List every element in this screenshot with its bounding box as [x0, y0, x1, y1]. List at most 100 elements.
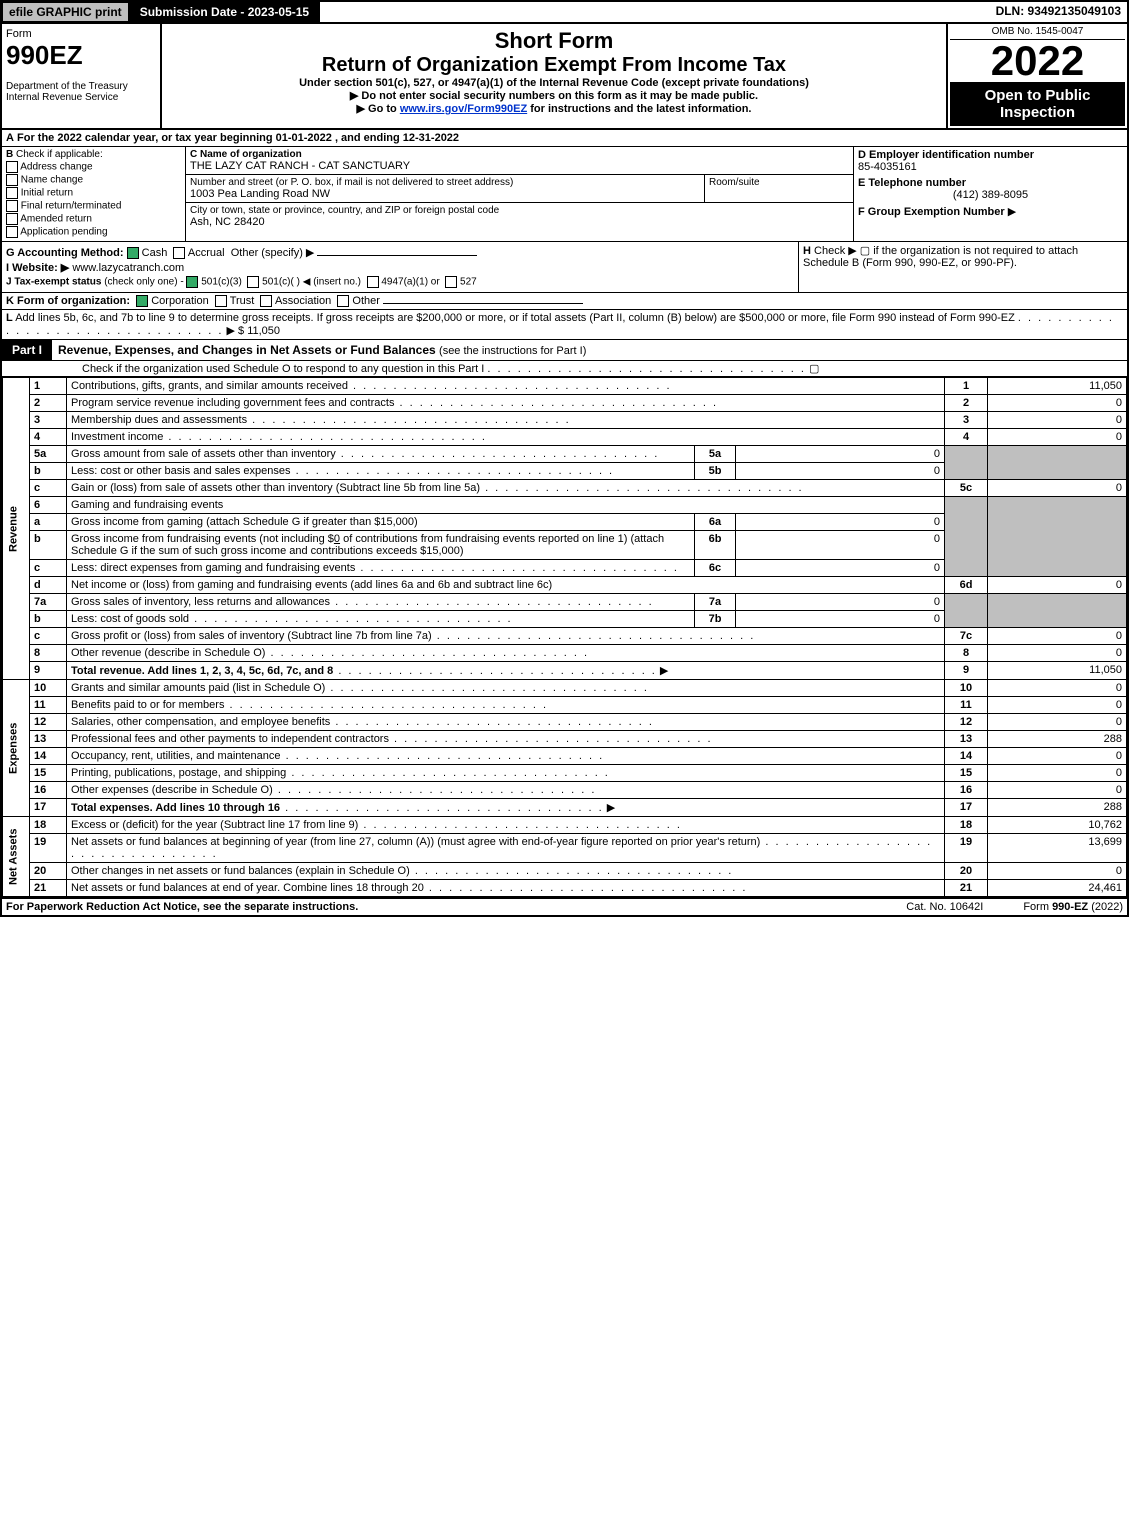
- line-4: 4Investment income 40: [3, 429, 1127, 446]
- j-501c: 501(c)( ): [262, 277, 300, 288]
- k-corp: Corporation: [151, 295, 208, 307]
- irs-link[interactable]: www.irs.gov/Form990EZ: [400, 103, 527, 115]
- line-14-val: 0: [988, 748, 1127, 765]
- efile-print-button[interactable]: efile GRAPHIC print: [2, 2, 129, 22]
- line-14-box: 14: [945, 748, 988, 765]
- chk-address-change[interactable]: Address change: [6, 161, 181, 173]
- sidelabel-revenue: Revenue: [3, 378, 30, 680]
- chk-cash[interactable]: [127, 247, 139, 259]
- instr-no-ssn: ▶ Do not enter social security numbers o…: [166, 89, 942, 102]
- part-i-sub: Check if the organization used Schedule …: [2, 361, 1127, 377]
- line-6d-box: 6d: [945, 577, 988, 594]
- line-11-box: 11: [945, 697, 988, 714]
- footer-right-post: (2022): [1088, 901, 1123, 913]
- line-8-val: 0: [988, 645, 1127, 662]
- line-21-box: 21: [945, 880, 988, 897]
- line-3-desc: Membership dues and assessments: [71, 414, 247, 426]
- k-other: Other: [352, 295, 380, 307]
- chk-527[interactable]: [445, 276, 457, 288]
- line-20-val: 0: [988, 863, 1127, 880]
- chk-initial-return-label: Initial return: [21, 188, 73, 199]
- line-19-val: 13,699: [988, 834, 1127, 863]
- line-6c-ibox: 6c: [695, 560, 736, 577]
- line-9-box: 9: [945, 662, 988, 680]
- f-label: F Group Exemption Number: [858, 206, 1005, 218]
- instr-goto-pre: ▶ Go to: [357, 103, 400, 115]
- d-block: D Employer identification number 85-4035…: [858, 149, 1123, 173]
- chk-501c[interactable]: [247, 276, 259, 288]
- title-short-form: Short Form: [166, 28, 942, 54]
- f-block: F Group Exemption Number ▶: [858, 205, 1123, 218]
- line-12: 12Salaries, other compensation, and empl…: [3, 714, 1127, 731]
- chk-trust[interactable]: [215, 295, 227, 307]
- line-14-desc: Occupancy, rent, utilities, and maintena…: [71, 750, 281, 762]
- line-7a-ibox: 7a: [695, 594, 736, 611]
- line-1-box: 1: [945, 378, 988, 395]
- chk-association[interactable]: [260, 295, 272, 307]
- chk-final-return-label: Final return/terminated: [21, 201, 122, 212]
- row-a-text: For the 2022 calendar year, or tax year …: [17, 132, 459, 144]
- line-6d: dNet income or (loss) from gaming and fu…: [3, 577, 1127, 594]
- chk-corporation[interactable]: [136, 295, 148, 307]
- line-1-val: 11,050: [988, 378, 1127, 395]
- c-org-name: THE LAZY CAT RANCH - CAT SANCTUARY: [190, 160, 849, 172]
- line-10: Expenses 10Grants and similar amounts pa…: [3, 680, 1127, 697]
- line-17-arrow: ▶: [607, 802, 615, 814]
- part-i-sub-box[interactable]: ▢: [809, 363, 819, 375]
- row-ghij: G Accounting Method: Cash Accrual Other …: [2, 242, 1127, 293]
- line-10-desc: Grants and similar amounts paid (list in…: [71, 682, 325, 694]
- h-block: H Check ▶ ▢ if the organization is not r…: [799, 242, 1127, 292]
- line-18-val: 10,762: [988, 817, 1127, 834]
- line-13: 13Professional fees and other payments t…: [3, 731, 1127, 748]
- line-17-val: 288: [988, 799, 1127, 817]
- line-20: 20Other changes in net assets or fund ba…: [3, 863, 1127, 880]
- line-6d-desc: Net income or (loss) from gaming and fun…: [71, 579, 552, 591]
- header-right: OMB No. 1545-0047 2022 Open to Public In…: [948, 24, 1127, 128]
- b-label: B: [6, 149, 13, 160]
- chk-amended-return[interactable]: Amended return: [6, 213, 181, 225]
- line-13-desc: Professional fees and other payments to …: [71, 733, 389, 745]
- row-l: L Add lines 5b, 6c, and 7b to line 9 to …: [2, 310, 1127, 340]
- line-20-box: 20: [945, 863, 988, 880]
- chk-accrual[interactable]: [173, 247, 185, 259]
- line-19-desc: Net assets or fund balances at beginning…: [71, 836, 760, 848]
- e-label: E Telephone number: [858, 177, 1123, 189]
- c-name-block: C Name of organization THE LAZY CAT RANC…: [186, 147, 853, 175]
- chk-other-org[interactable]: [337, 295, 349, 307]
- e-phone: (412) 389-8095: [858, 189, 1123, 201]
- line-3: 3Membership dues and assessments 30: [3, 412, 1127, 429]
- line-6: 6Gaming and fundraising events: [3, 497, 1127, 514]
- chk-address-change-label: Address change: [20, 162, 92, 173]
- g-other-input[interactable]: [317, 255, 477, 256]
- header-center: Short Form Return of Organization Exempt…: [162, 24, 948, 128]
- line-6a-ibox: 6a: [695, 514, 736, 531]
- line-18: Net Assets 18Excess or (deficit) for the…: [3, 817, 1127, 834]
- line-6b-ibox: 6b: [695, 531, 736, 560]
- line-4-val: 0: [988, 429, 1127, 446]
- form-990ez-page: efile GRAPHIC print Submission Date - 20…: [0, 0, 1129, 917]
- g-label: G Accounting Method:: [6, 247, 124, 259]
- chk-initial-return[interactable]: Initial return: [6, 187, 181, 199]
- chk-4947a1[interactable]: [367, 276, 379, 288]
- dln-label: DLN: 93492135049103: [990, 2, 1127, 22]
- l-amount: $ 11,050: [238, 325, 280, 337]
- line-8-box: 8: [945, 645, 988, 662]
- line-4-box: 4: [945, 429, 988, 446]
- chk-final-return[interactable]: Final return/terminated: [6, 200, 181, 212]
- d-ein: 85-4035161: [858, 161, 1123, 173]
- k-other-input[interactable]: [383, 303, 583, 304]
- k-trust: Trust: [230, 295, 255, 307]
- line-11-desc: Benefits paid to or for members: [71, 699, 224, 711]
- col-c: C Name of organization THE LAZY CAT RANC…: [186, 147, 854, 241]
- c-city-label: City or town, state or province, country…: [190, 205, 849, 216]
- line-18-desc: Excess or (deficit) for the year (Subtra…: [71, 819, 358, 831]
- line-19-box: 19: [945, 834, 988, 863]
- c-city-block: City or town, state or province, country…: [186, 203, 853, 230]
- line-21-val: 24,461: [988, 880, 1127, 897]
- row-a-label: A: [6, 132, 14, 144]
- chk-application-pending[interactable]: Application pending: [6, 226, 181, 238]
- chk-501c3[interactable]: [186, 276, 198, 288]
- line-6b-desc-pre: Gross income from fundraising events (no…: [71, 533, 334, 545]
- chk-name-change[interactable]: Name change: [6, 174, 181, 186]
- line-5c-box: 5c: [945, 480, 988, 497]
